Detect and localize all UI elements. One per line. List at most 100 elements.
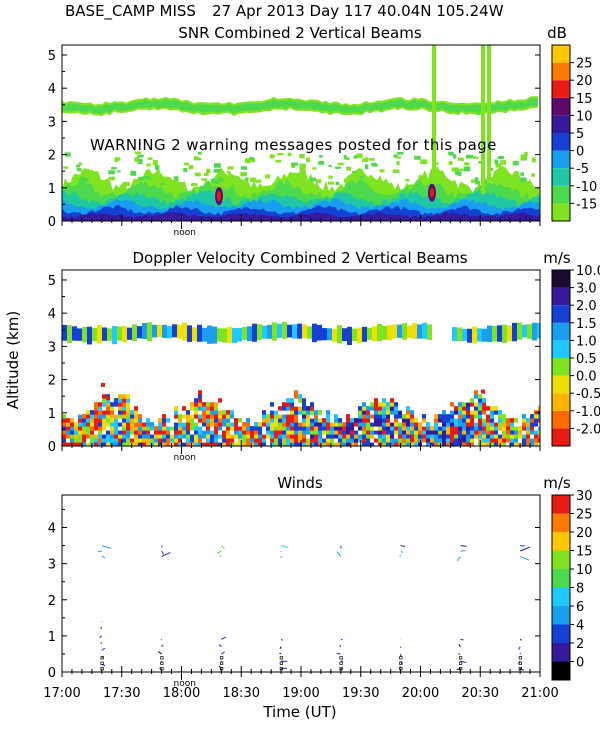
colorbar-swatch [552,80,570,98]
doppler-cell [214,438,218,443]
doppler-cell [530,426,534,431]
snr-speckle [539,151,540,155]
doppler-cell [470,410,474,415]
doppler-cell [66,426,70,431]
doppler-cell [442,418,446,423]
doppler-cell [294,414,298,419]
doppler-cell [474,438,478,443]
doppler-cell [486,418,490,423]
doppler-cell [314,422,318,427]
doppler-cell [490,414,494,419]
doppler-cell [230,422,234,427]
doppler-elevated-cell [242,326,247,340]
doppler-cell [390,410,394,415]
altitude-axis-label: Altitude (km) [4,311,22,409]
doppler-cell [294,442,298,446]
doppler-cell [462,406,466,411]
snr-speckle [143,176,150,179]
doppler-cell [210,418,214,423]
doppler-cell [174,414,178,419]
doppler-cell [478,398,482,403]
doppler-cell [302,438,306,443]
doppler-cell [346,438,350,443]
doppler-cell [114,430,118,435]
doppler-cell [206,438,210,443]
snr-speckle [275,159,282,163]
doppler-cell [378,442,382,446]
doppler-cell [474,410,478,415]
doppler-cell [226,410,230,415]
snr-speckle [213,163,221,168]
doppler-cell [326,410,330,415]
wind-barb [221,651,225,655]
doppler-cell [102,402,106,407]
y-tick-label: 4 [48,82,56,97]
snr-speckle [240,171,248,177]
y-tick-label: 2 [48,594,56,609]
doppler-cell [134,406,138,411]
snr-speckle [277,153,284,156]
snr-speckle [498,180,503,183]
doppler-cell [242,430,246,435]
doppler-cell [370,402,374,407]
doppler-cell [178,426,182,431]
doppler-cell [478,418,482,423]
doppler-cell [158,442,162,446]
wind-calm-marker [279,656,283,660]
doppler-cell [502,438,506,443]
doppler-cell [326,426,330,431]
doppler-cell [298,394,302,399]
doppler-cell [230,434,234,439]
doppler-cell [290,442,294,446]
doppler-elevated-cell [277,323,282,338]
wind-barb [98,550,102,553]
doppler-cell [270,406,274,411]
doppler-cell [302,406,306,411]
doppler-cell [398,426,402,431]
snr-speckle [448,184,455,188]
doppler-cell [130,426,134,431]
doppler-cell [86,430,90,435]
snr-speckle [130,170,137,176]
doppler-cell [70,422,74,427]
doppler-cell [206,434,210,439]
wind-barb [279,652,282,655]
doppler-cell [490,438,494,443]
doppler-elevated-cell [357,327,362,343]
snr-speckle [420,159,428,164]
doppler-cell [314,438,318,443]
doppler-cell [294,422,298,427]
snr-speckle [213,168,221,173]
doppler-cell [398,422,402,427]
doppler-cell [342,430,346,435]
snr-speckle [337,162,344,166]
doppler-cell [226,442,230,446]
wind-barb [101,545,112,550]
doppler-cell [450,402,454,407]
colorbar-swatch [552,270,570,288]
doppler-cell [350,426,354,431]
doppler-elevated-cell [162,324,167,338]
doppler-cell [390,398,394,403]
doppler-cell [382,398,386,403]
doppler-cell [162,414,166,419]
doppler-cell [90,426,94,431]
doppler-cell [214,410,218,415]
doppler-cell [382,442,386,446]
doppler-cell [398,406,402,411]
wind-barb [519,546,530,552]
doppler-cell [226,430,230,435]
doppler-cell [470,434,474,439]
colorbar-swatch [552,495,570,514]
doppler-cell [310,438,314,443]
doppler-cell [370,418,374,423]
doppler-cell [86,418,90,423]
doppler-cell [134,438,138,443]
doppler-cell [114,410,118,415]
doppler-cell [274,406,278,411]
wind-calm-marker [160,661,164,665]
doppler-cell [434,438,438,443]
snr-speckle [135,151,141,155]
doppler-cell [386,402,390,407]
doppler-cell [114,422,118,427]
